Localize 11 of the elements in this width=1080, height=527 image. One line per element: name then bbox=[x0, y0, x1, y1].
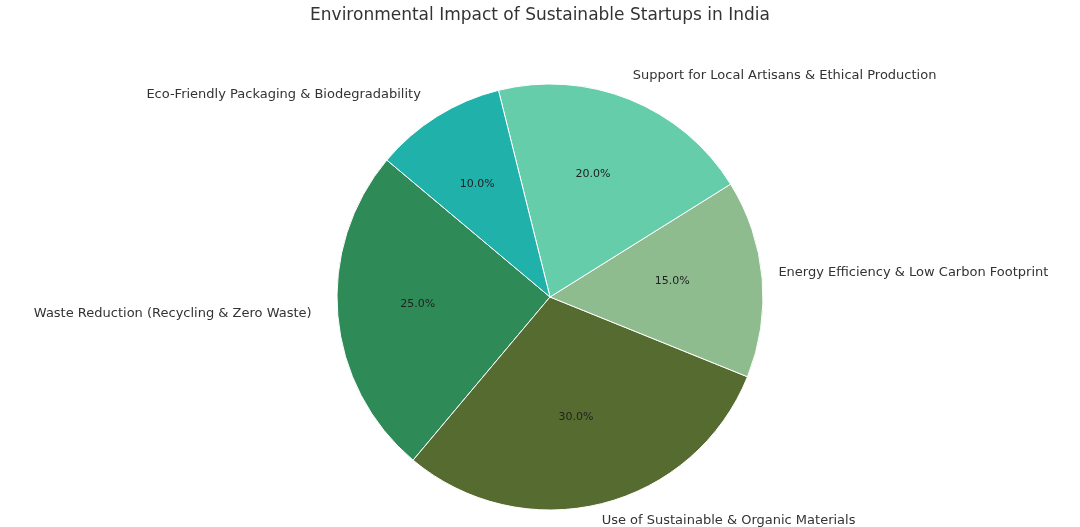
data-label: 15.0% bbox=[654, 274, 690, 288]
slice-label: Support for Local Artisans & Ethical Production bbox=[632, 67, 937, 83]
data-label: 30.0% bbox=[558, 409, 594, 423]
data-label: 25.0% bbox=[400, 296, 436, 310]
slice-label: Waste Reduction (Recycling & Zero Waste) bbox=[33, 304, 312, 320]
slice-label: Energy Efficiency & Low Carbon Footprint bbox=[778, 264, 1049, 280]
data-label: 20.0% bbox=[575, 167, 611, 181]
chart-title: Environmental Impact of Sustainable Startups in India bbox=[310, 4, 770, 24]
data-label: 10.0% bbox=[459, 177, 495, 191]
slice-label: Use of Sustainable & Organic Materials bbox=[601, 511, 856, 527]
slice-label: Eco-Friendly Packaging & Biodegradability bbox=[146, 85, 422, 101]
